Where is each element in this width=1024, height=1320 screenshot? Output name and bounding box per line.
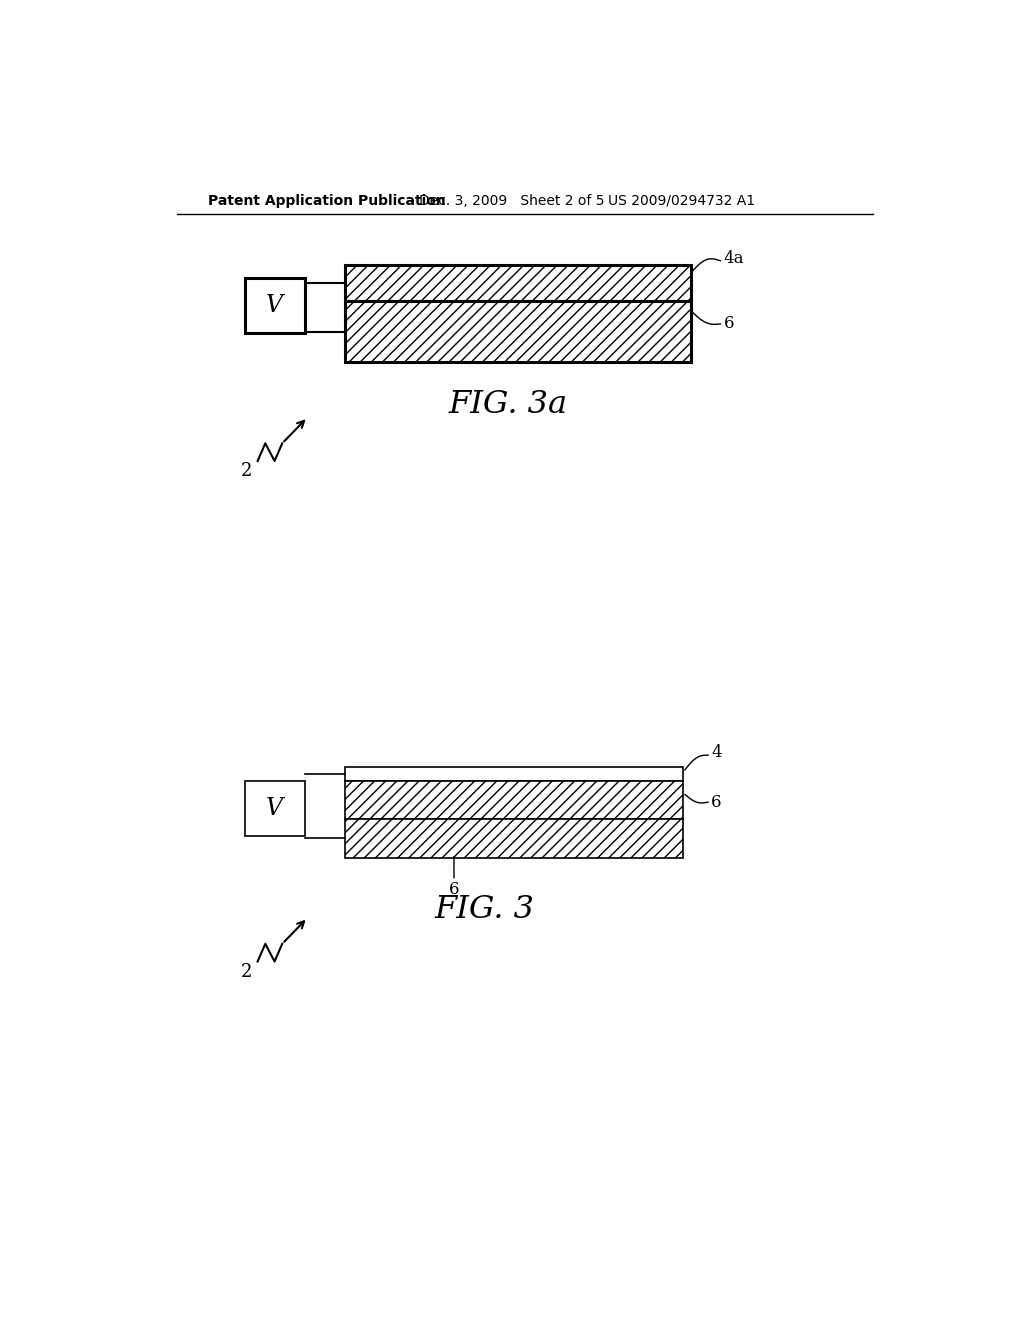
Bar: [245, 277, 304, 333]
Text: V: V: [266, 797, 283, 820]
Text: 6: 6: [724, 315, 734, 333]
Text: FIG. 3: FIG. 3: [435, 894, 535, 924]
Text: 4a: 4a: [724, 249, 744, 267]
Text: 4: 4: [711, 744, 722, 762]
Text: FIG. 3a: FIG. 3a: [449, 389, 567, 420]
Text: Patent Application Publication: Patent Application Publication: [208, 194, 445, 207]
Bar: [345, 264, 691, 301]
Text: 2: 2: [241, 962, 252, 981]
Bar: [345, 767, 683, 780]
Text: V: V: [266, 294, 283, 317]
Bar: [345, 780, 683, 818]
Text: 6: 6: [449, 882, 459, 899]
Bar: [345, 818, 683, 858]
Bar: [345, 301, 691, 363]
Bar: [245, 780, 304, 836]
Text: 6: 6: [711, 793, 722, 810]
Text: 2: 2: [241, 462, 252, 480]
Text: US 2009/0294732 A1: US 2009/0294732 A1: [608, 194, 755, 207]
Text: Dec. 3, 2009   Sheet 2 of 5: Dec. 3, 2009 Sheet 2 of 5: [419, 194, 605, 207]
